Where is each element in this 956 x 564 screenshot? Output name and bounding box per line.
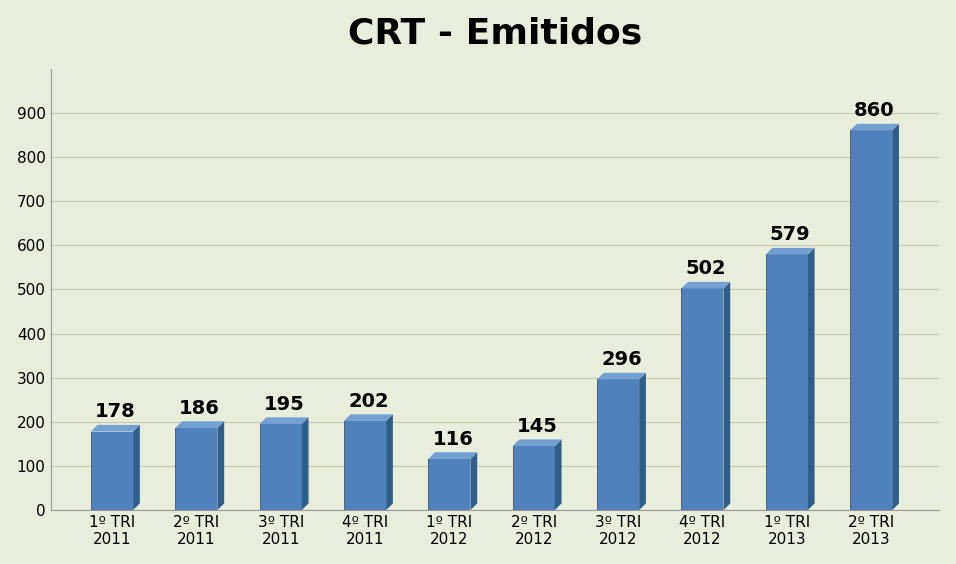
Text: 178: 178 <box>95 402 136 421</box>
Text: 296: 296 <box>601 350 641 369</box>
Polygon shape <box>640 373 646 510</box>
FancyBboxPatch shape <box>850 130 892 510</box>
FancyBboxPatch shape <box>428 459 470 510</box>
Polygon shape <box>217 421 225 510</box>
FancyBboxPatch shape <box>175 428 217 510</box>
Polygon shape <box>470 452 477 510</box>
Polygon shape <box>302 417 309 510</box>
FancyBboxPatch shape <box>344 421 386 510</box>
Text: 186: 186 <box>180 399 220 418</box>
Text: 860: 860 <box>854 102 895 120</box>
Polygon shape <box>260 417 309 424</box>
Polygon shape <box>512 439 561 446</box>
FancyBboxPatch shape <box>512 446 554 510</box>
FancyBboxPatch shape <box>682 289 724 510</box>
Polygon shape <box>428 452 477 459</box>
Polygon shape <box>766 248 815 254</box>
Text: 502: 502 <box>685 259 727 279</box>
Polygon shape <box>175 421 225 428</box>
Text: 145: 145 <box>516 417 557 436</box>
Title: CRT - Emitidos: CRT - Emitidos <box>348 17 642 51</box>
Polygon shape <box>344 415 393 421</box>
FancyBboxPatch shape <box>766 254 808 510</box>
Polygon shape <box>133 425 140 510</box>
Text: 116: 116 <box>432 430 473 449</box>
FancyBboxPatch shape <box>597 380 640 510</box>
Text: 579: 579 <box>770 226 811 244</box>
FancyBboxPatch shape <box>91 431 133 510</box>
Polygon shape <box>91 425 140 431</box>
FancyBboxPatch shape <box>260 424 302 510</box>
Polygon shape <box>850 124 899 130</box>
Polygon shape <box>597 373 646 380</box>
Polygon shape <box>892 124 899 510</box>
Text: 195: 195 <box>264 395 304 414</box>
Polygon shape <box>554 439 561 510</box>
Polygon shape <box>724 282 730 510</box>
Polygon shape <box>682 282 730 289</box>
Polygon shape <box>808 248 815 510</box>
Polygon shape <box>386 415 393 510</box>
Text: 202: 202 <box>348 392 389 411</box>
